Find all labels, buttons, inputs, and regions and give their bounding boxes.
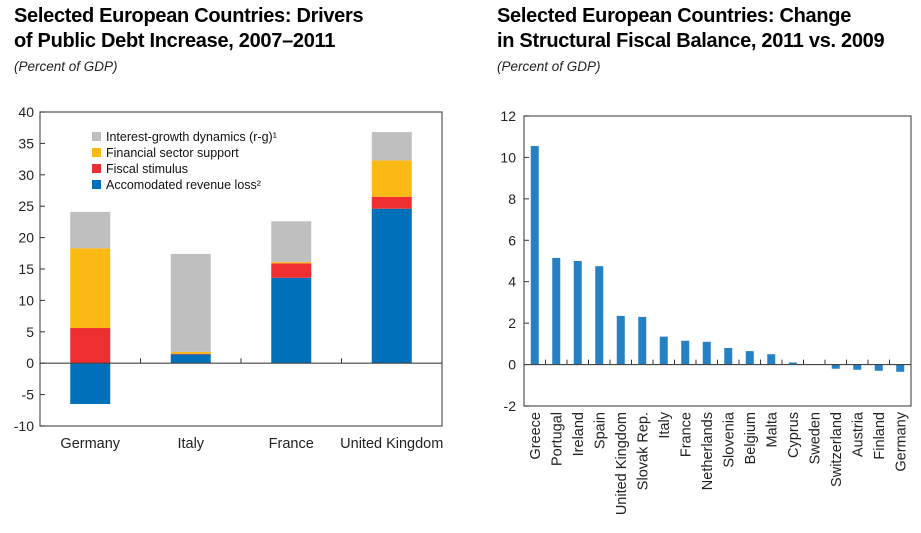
bar-segment xyxy=(271,221,312,263)
y-tick-label: 25 xyxy=(18,198,34,214)
bar-segment xyxy=(371,160,412,197)
x-category-label: Italy xyxy=(657,411,673,438)
x-category-label: Malta xyxy=(764,411,780,447)
legend-swatch xyxy=(92,148,101,157)
x-category-label: France xyxy=(269,436,314,452)
left-chart-subtitle: (Percent of GDP) xyxy=(14,59,118,74)
x-category-label: Germany xyxy=(893,411,909,471)
left-chart-title-line-1: Selected European Countries: Drivers xyxy=(14,5,364,27)
bar xyxy=(874,364,883,371)
right-chart-subtitle: (Percent of GDP) xyxy=(497,59,601,74)
x-category-label: Ireland xyxy=(571,412,587,456)
y-tick-label: 35 xyxy=(18,135,34,151)
y-tick-label: 4 xyxy=(508,274,516,290)
bar xyxy=(573,261,582,365)
bar xyxy=(638,316,647,365)
plot-frame xyxy=(523,115,912,407)
bar-segment xyxy=(170,354,211,364)
x-category-label: Switzerland xyxy=(829,412,845,487)
x-category-label: Italy xyxy=(177,436,204,452)
legend-label: Accomodated revenue loss² xyxy=(106,178,261,192)
bar-segment xyxy=(271,263,312,278)
x-category-label: Greece xyxy=(528,412,544,460)
legend-swatch xyxy=(92,180,101,189)
bar xyxy=(745,351,754,365)
bar xyxy=(831,364,840,369)
y-tick-label: 10 xyxy=(18,292,34,308)
legend-label: Interest-growth dynamics (r-g)¹ xyxy=(106,130,277,144)
x-category-label: Netherlands xyxy=(700,412,716,490)
legend-swatch xyxy=(92,132,101,141)
bar-segment xyxy=(70,363,111,405)
bar-segment xyxy=(70,248,111,329)
x-category-label: Slovenia xyxy=(721,411,737,468)
bar xyxy=(681,340,690,365)
x-category-label: Sweden xyxy=(807,412,823,464)
bar-segment xyxy=(170,253,211,352)
y-tick-label: 0 xyxy=(508,357,516,373)
bar xyxy=(853,364,862,370)
bar-segment xyxy=(170,351,211,354)
x-category-label: United Kingdom xyxy=(614,412,630,515)
y-tick-label: 0 xyxy=(26,355,34,371)
bar-segment xyxy=(371,132,412,161)
bar xyxy=(702,341,711,365)
y-tick-label: 2 xyxy=(508,315,516,331)
y-tick-label: 20 xyxy=(18,230,34,246)
x-category-label: Belgium xyxy=(743,412,759,464)
x-category-label: Austria xyxy=(850,411,866,457)
left-chart-title-line-2: of Public Debt Increase, 2007–2011 xyxy=(14,30,336,52)
bar xyxy=(896,364,905,372)
bar-segment xyxy=(170,353,211,355)
right-chart-title: Selected European Countries: Change in S… xyxy=(497,4,921,54)
x-category-label: Germany xyxy=(60,436,120,452)
y-tick-label: 12 xyxy=(500,108,516,124)
bar xyxy=(767,354,776,365)
y-tick-label: 15 xyxy=(18,261,34,277)
bar-segment xyxy=(271,277,312,364)
bar xyxy=(724,348,733,365)
y-tick-label: 5 xyxy=(26,324,34,340)
bar-segment xyxy=(271,262,312,264)
y-tick-label: 6 xyxy=(508,232,516,248)
bar xyxy=(595,266,604,365)
legend-label: Financial sector support xyxy=(106,146,239,160)
bar-segment xyxy=(371,196,412,209)
x-category-label: France xyxy=(678,412,694,457)
legend-swatch xyxy=(92,164,101,173)
x-category-label: Finland xyxy=(872,412,888,460)
bar xyxy=(552,257,561,365)
y-tick-label: -10 xyxy=(14,418,34,434)
bar-segment xyxy=(70,328,111,364)
bar-segment xyxy=(371,208,412,364)
y-tick-label: 40 xyxy=(18,104,34,120)
y-tick-label: 8 xyxy=(508,191,516,207)
bar xyxy=(616,315,625,365)
left-chart-title: Selected European Countries: Drivers of … xyxy=(14,4,464,54)
right-chart-title-line-2: in Structural Fiscal Balance, 2011 vs. 2… xyxy=(497,30,885,52)
y-tick-label: -2 xyxy=(504,398,517,414)
y-tick-label: 10 xyxy=(500,149,516,165)
bar xyxy=(659,336,668,365)
x-category-label: United Kingdom xyxy=(340,436,443,452)
y-tick-label: -5 xyxy=(22,387,35,403)
x-category-label: Cyprus xyxy=(786,412,802,458)
x-category-label: Slovak Rep. xyxy=(635,412,651,490)
x-category-label: Spain xyxy=(592,412,608,449)
legend-label: Fiscal stimulus xyxy=(106,162,188,176)
right-chart-title-line-1: Selected European Countries: Change xyxy=(497,5,852,27)
x-category-label: Portugal xyxy=(549,412,565,466)
bar-segment xyxy=(70,211,111,249)
y-tick-label: 30 xyxy=(18,167,34,183)
bar xyxy=(788,362,797,365)
bar xyxy=(530,146,539,365)
